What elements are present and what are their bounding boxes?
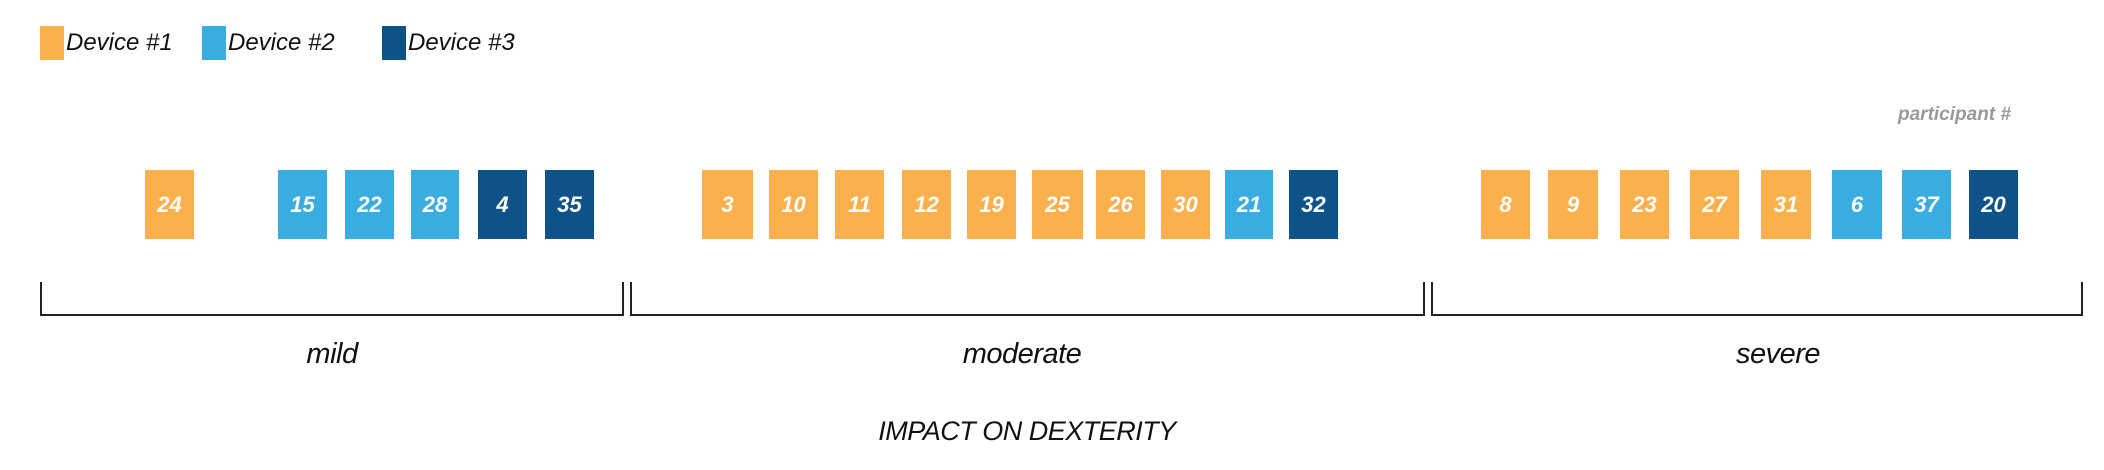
participant-box-26: 26 <box>1096 170 1145 239</box>
participant-box-31: 31 <box>1761 170 1811 239</box>
participant-box-12: 12 <box>902 170 951 239</box>
participant-box-11: 11 <box>835 170 884 239</box>
participant-box-37: 37 <box>1902 170 1951 239</box>
legend-item-device-1: Device #1 <box>40 26 173 60</box>
participant-box-19: 19 <box>967 170 1016 239</box>
participant-number-caption: participant # <box>1898 104 2011 125</box>
participant-box-30: 30 <box>1161 170 1210 239</box>
participant-box-9: 9 <box>1548 170 1598 239</box>
participant-box-4: 4 <box>478 170 527 239</box>
bracket-moderate <box>630 282 1425 316</box>
participant-box-20: 20 <box>1969 170 2018 239</box>
legend-label-device-3: Device #3 <box>408 29 515 56</box>
legend-item-device-2: Device #2 <box>202 26 335 60</box>
legend-item-device-3: Device #3 <box>382 26 515 60</box>
participant-box-24: 24 <box>145 170 194 239</box>
participant-box-28: 28 <box>411 170 459 239</box>
participant-box-3: 3 <box>702 170 753 239</box>
legend-swatch-device-2 <box>202 26 226 60</box>
participant-box-32: 32 <box>1289 170 1338 239</box>
participant-box-27: 27 <box>1690 170 1739 239</box>
bracket-severe <box>1431 282 2083 316</box>
legend-swatch-device-1 <box>40 26 64 60</box>
participant-box-10: 10 <box>769 170 818 239</box>
legend-label-device-2: Device #2 <box>228 29 335 56</box>
participant-box-8: 8 <box>1481 170 1530 239</box>
group-label-mild: mild <box>306 338 358 370</box>
participant-box-15: 15 <box>278 170 327 239</box>
bracket-mild <box>40 282 624 316</box>
legend-label-device-1: Device #1 <box>66 29 173 56</box>
group-label-moderate: moderate <box>962 338 1082 370</box>
axis-title: IMPACT ON DEXTERITY <box>878 416 1176 446</box>
legend-swatch-device-3 <box>382 26 406 60</box>
participant-box-23: 23 <box>1620 170 1669 239</box>
participant-box-6: 6 <box>1832 170 1882 239</box>
participant-box-21: 21 <box>1225 170 1273 239</box>
group-label-severe: severe <box>1735 338 1821 370</box>
participant-box-22: 22 <box>345 170 394 239</box>
participant-box-25: 25 <box>1032 170 1083 239</box>
participant-box-35: 35 <box>545 170 594 239</box>
